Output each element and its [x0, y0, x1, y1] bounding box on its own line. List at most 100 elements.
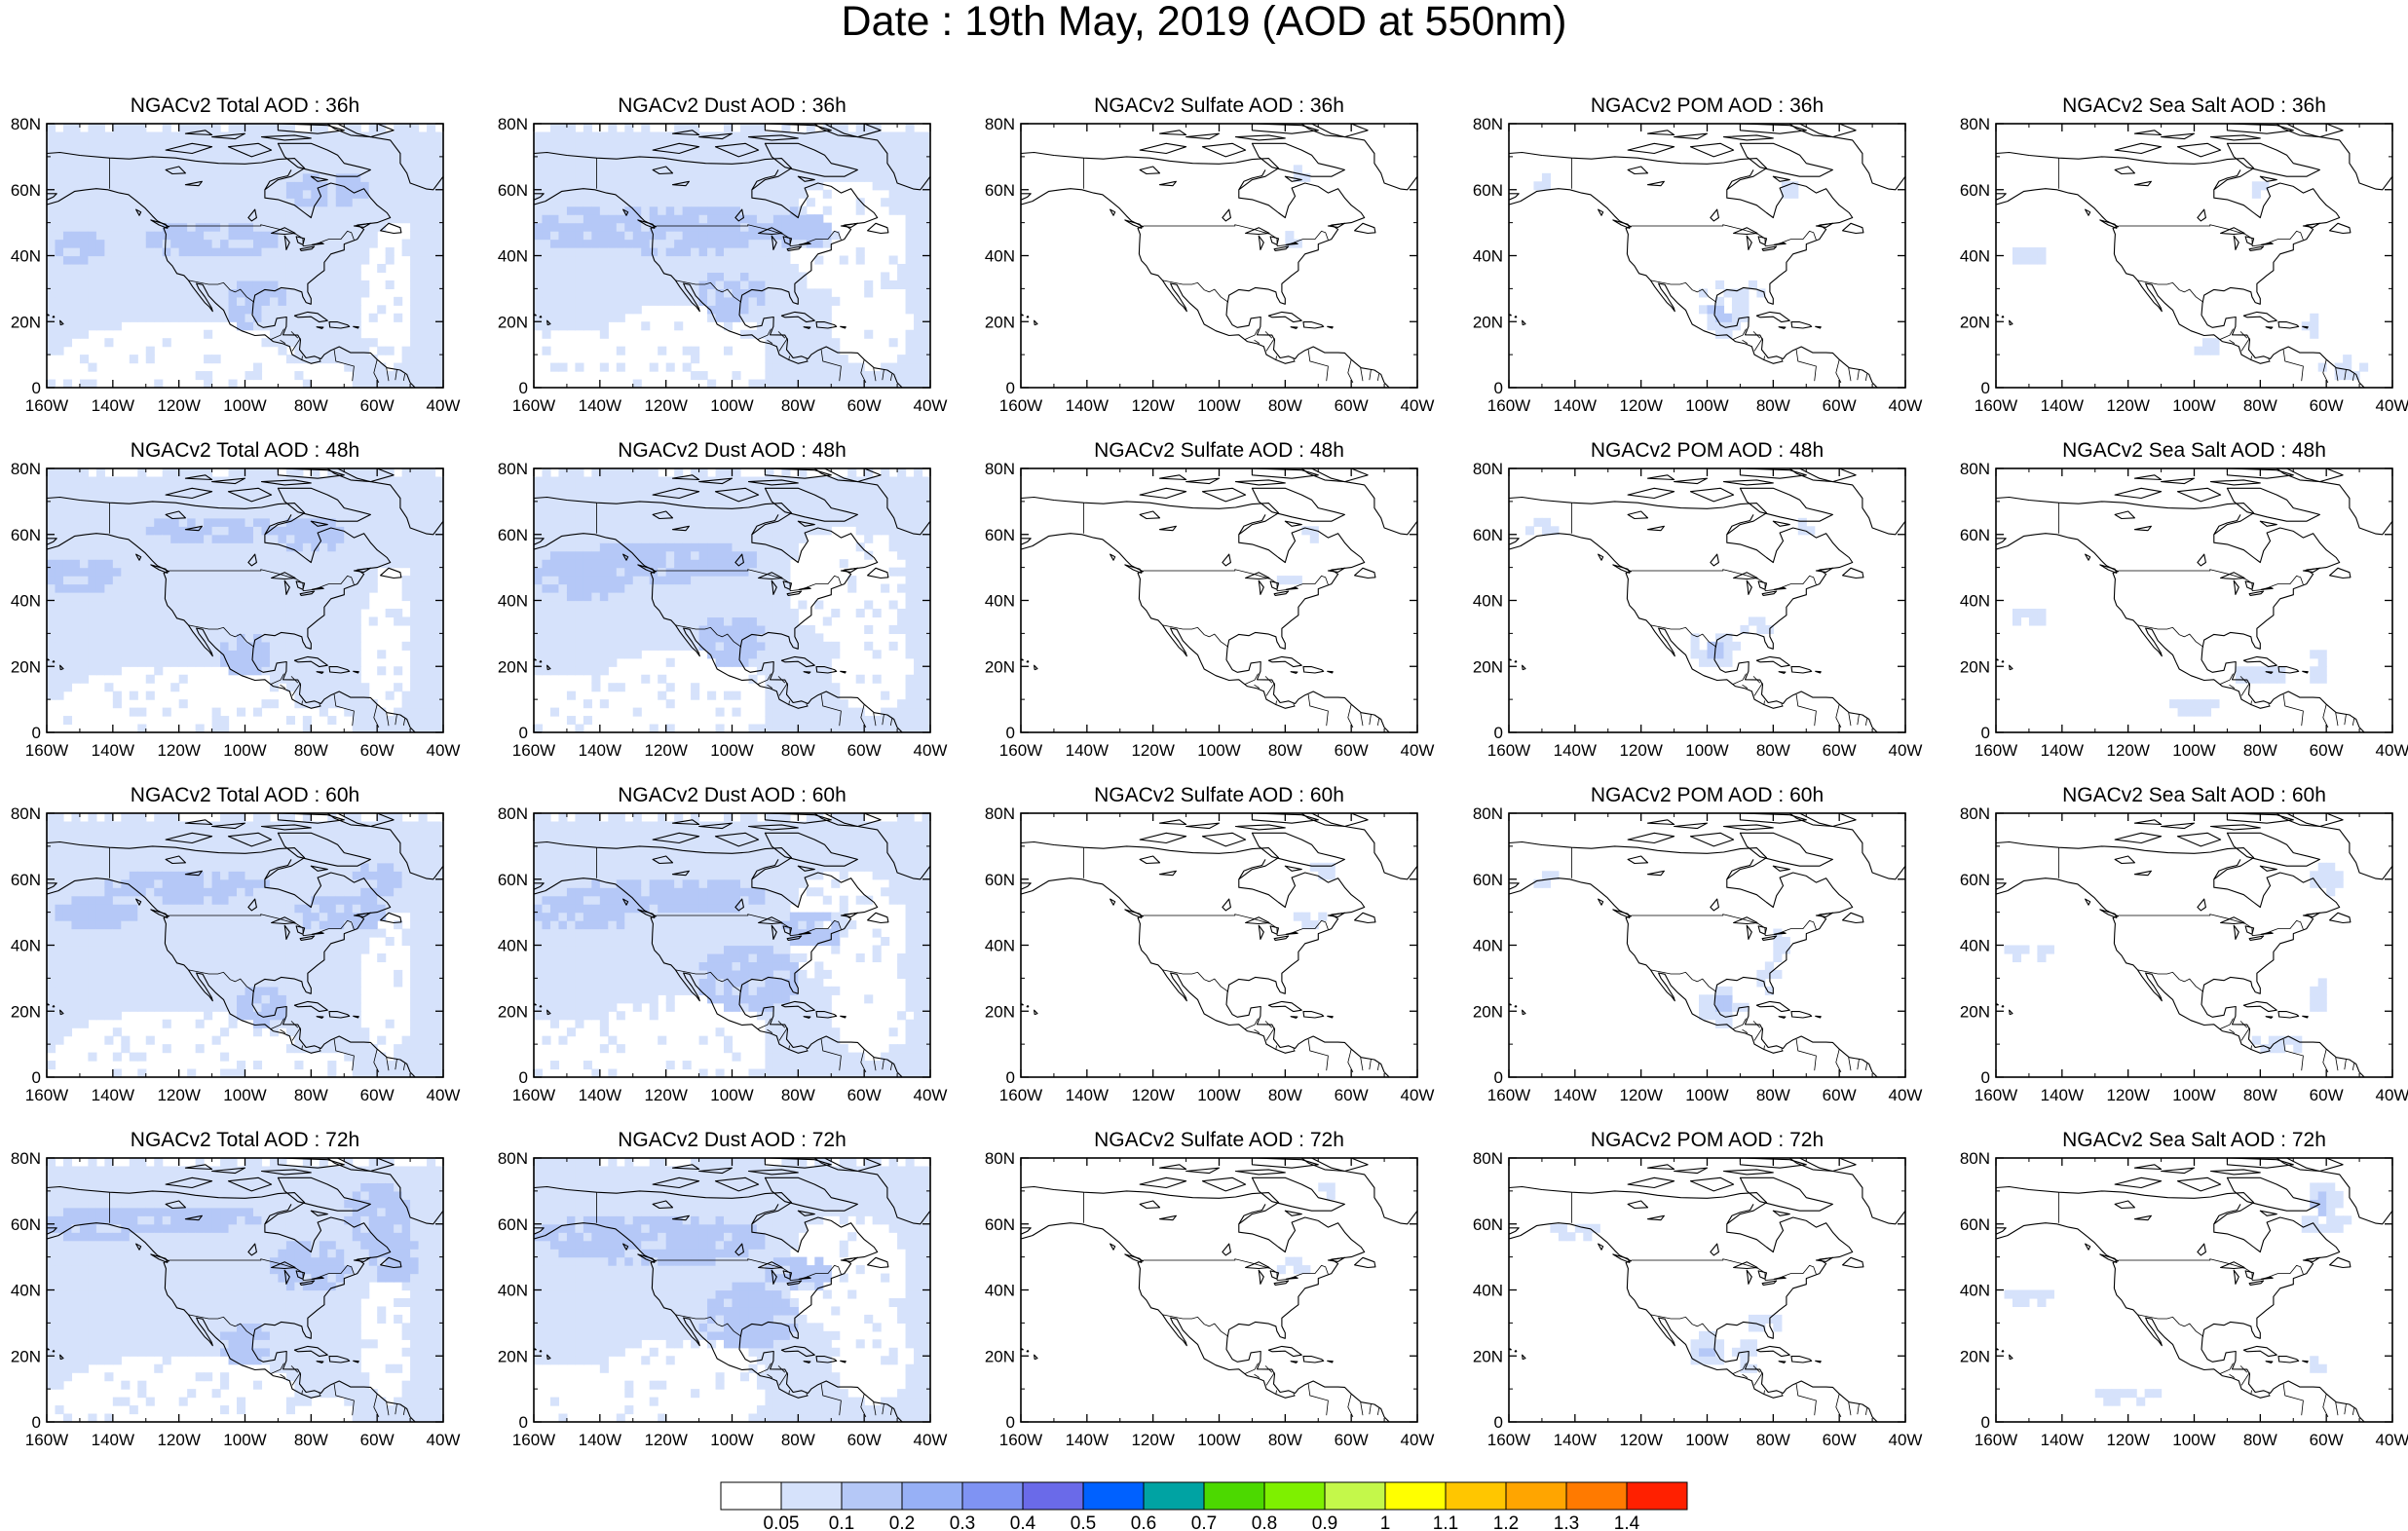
lon-tick-label: 40W [2376, 1431, 2408, 1449]
panel-title: NGACv2 Sea Salt AOD : 72h [2062, 1129, 2326, 1151]
coastlines [534, 1158, 930, 1422]
lon-tick-label: 140W [1066, 396, 1109, 415]
colorbar-swatch [1565, 1481, 1628, 1511]
lon-tick-label: 120W [2106, 396, 2149, 415]
lat-tick-label: 0 [1494, 379, 1503, 397]
lon-tick-label: 80W [294, 1086, 328, 1104]
lat-tick-label: 20N [985, 1347, 1015, 1365]
lat-tick-label: 20N [1960, 657, 1990, 676]
coastlines [47, 468, 443, 732]
lon-tick-label: 160W [1487, 396, 1530, 415]
lat-tick-label: 20N [1960, 313, 1990, 331]
lat-tick-label: 80N [985, 460, 1015, 478]
coastlines [1996, 468, 2392, 732]
lon-tick-label: 140W [579, 1431, 621, 1449]
lat-tick-label: 80N [11, 804, 41, 823]
lon-tick-label: 60W [360, 396, 395, 415]
lon-tick-label: 160W [999, 396, 1042, 415]
lat-tick-label: 60N [985, 181, 1015, 200]
lon-tick-label: 160W [1975, 1431, 2017, 1449]
lon-tick-label: 60W [360, 741, 395, 760]
lat-tick-label: 40N [498, 937, 528, 955]
lon-tick-label: 160W [25, 396, 68, 415]
lat-tick-label: 0 [519, 724, 528, 742]
lon-tick-label: 100W [710, 741, 753, 760]
lon-tick-label: 160W [999, 1086, 1042, 1104]
lon-tick-label: 160W [1487, 741, 1530, 760]
lat-tick-label: 40N [1473, 937, 1503, 955]
colorbar-label: 0.5 [1071, 1513, 1096, 1531]
lon-tick-label: 60W [847, 1431, 882, 1449]
lon-tick-label: 40W [1401, 1431, 1435, 1449]
lon-tick-label: 100W [1197, 1086, 1240, 1104]
lon-tick-label: 100W [2172, 741, 2215, 760]
panel-title: NGACv2 POM AOD : 36h [1591, 94, 1824, 117]
lat-tick-label: 80N [498, 1149, 528, 1168]
coastlines [1021, 468, 1417, 732]
lon-tick-label: 60W [2310, 741, 2344, 760]
lon-tick-label: 60W [1823, 1086, 1857, 1104]
map-frame [1020, 467, 1418, 733]
lon-tick-label: 80W [2243, 741, 2277, 760]
lon-tick-label: 60W [1823, 396, 1857, 415]
lat-tick-label: 40N [498, 247, 528, 266]
lat-tick-label: 40N [11, 1282, 41, 1300]
lon-tick-label: 140W [579, 1086, 621, 1104]
coastlines [534, 468, 930, 732]
colorbar-label: 0.4 [1010, 1513, 1036, 1531]
coastlines [1509, 813, 1905, 1077]
lon-tick-label: 80W [294, 1431, 328, 1449]
lat-tick-label: 60N [1473, 1215, 1503, 1234]
lon-tick-label: 80W [781, 741, 815, 760]
colorbar-label: 0.1 [829, 1513, 854, 1531]
colorbar-swatch [961, 1481, 1024, 1511]
lon-tick-label: 60W [2310, 1431, 2344, 1449]
map-frame [1995, 812, 2393, 1078]
panel-title: NGACv2 Dust AOD : 48h [618, 439, 847, 462]
panel-title: NGACv2 Dust AOD : 72h [618, 1129, 847, 1151]
lat-tick-label: 60N [498, 181, 528, 200]
lon-tick-label: 120W [157, 396, 200, 415]
lat-tick-label: 80N [1473, 115, 1503, 133]
lon-tick-label: 160W [512, 741, 555, 760]
colorbar-swatch [780, 1481, 843, 1511]
lon-tick-label: 120W [157, 1431, 200, 1449]
colorbar-label: 1.1 [1433, 1513, 1458, 1531]
lon-tick-label: 100W [1197, 396, 1240, 415]
lat-tick-label: 20N [11, 1347, 41, 1365]
lon-tick-label: 80W [2243, 396, 2277, 415]
lon-tick-label: 100W [1685, 1431, 1728, 1449]
lat-tick-label: 80N [1960, 460, 1990, 478]
lat-tick-label: 80N [498, 115, 528, 133]
lon-tick-label: 140W [1066, 1086, 1109, 1104]
map-frame [1508, 812, 1906, 1078]
lat-tick-label: 20N [1473, 657, 1503, 676]
lon-tick-label: 160W [512, 1086, 555, 1104]
lon-tick-label: 60W [2310, 1086, 2344, 1104]
map-frame [1020, 1157, 1418, 1423]
lon-tick-label: 160W [1975, 741, 2017, 760]
lon-tick-label: 60W [1823, 741, 1857, 760]
lon-tick-label: 100W [1685, 741, 1728, 760]
lat-tick-label: 0 [1006, 379, 1015, 397]
lat-tick-label: 60N [985, 871, 1015, 889]
lon-tick-label: 120W [1619, 1431, 1662, 1449]
lon-tick-label: 40W [1401, 741, 1435, 760]
lon-tick-label: 100W [2172, 1086, 2215, 1104]
lon-tick-label: 160W [1487, 1431, 1530, 1449]
colorbar-swatch [1022, 1481, 1084, 1511]
lon-tick-label: 120W [1131, 741, 1174, 760]
colorbar-swatch [1445, 1481, 1507, 1511]
lon-tick-label: 40W [1401, 1086, 1435, 1104]
lon-tick-label: 160W [999, 1431, 1042, 1449]
lon-tick-label: 140W [92, 1431, 134, 1449]
lon-tick-label: 120W [1619, 396, 1662, 415]
lon-tick-label: 40W [427, 1086, 461, 1104]
